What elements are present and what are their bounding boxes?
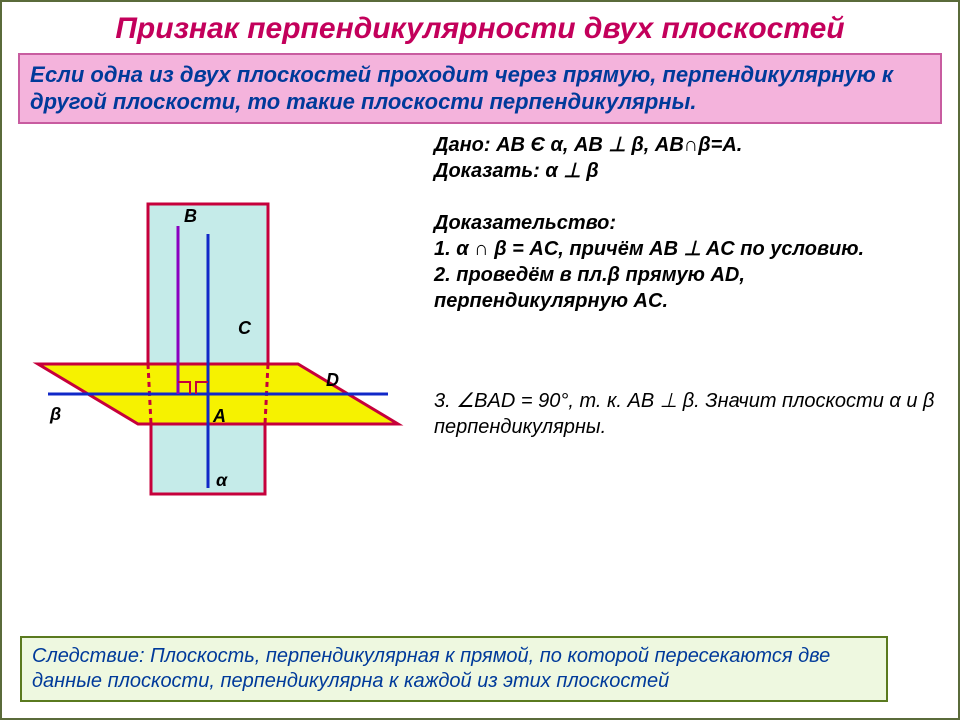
given-line-2: Доказать: α ⊥ β xyxy=(434,158,944,184)
label-beta: β xyxy=(49,404,61,424)
given-block: Дано: AB Є α, AB ⊥ β, AB∩β=A. Доказать: … xyxy=(434,132,944,184)
content-area: A B C D α β Дано: AB Є α, AB ⊥ β, AB∩β=A… xyxy=(2,128,958,518)
slide-title: Признак перпендикулярности двух плоскост… xyxy=(22,12,938,47)
proof-step-1: 1. α ∩ β = AC, причём AB ⊥ AC по условию… xyxy=(434,236,944,262)
proof-block: Доказательство: 1. α ∩ β = AC, причём AB… xyxy=(434,210,944,314)
theorem-box: Если одна из двух плоскостей проходит че… xyxy=(18,53,942,124)
label-C: C xyxy=(238,318,252,338)
corollary-box: Следствие: Плоскость, перпендикулярная к… xyxy=(20,636,888,702)
proof-heading: Доказательство: xyxy=(434,210,944,236)
label-alpha: α xyxy=(216,470,228,490)
given-line-1: Дано: AB Є α, AB ⊥ β, AB∩β=A. xyxy=(434,132,944,158)
label-A: A xyxy=(212,406,226,426)
planes-diagram: A B C D α β xyxy=(8,134,428,514)
label-B: B xyxy=(184,206,197,226)
label-D: D xyxy=(326,370,339,390)
proof-step-3: 3. ∠BAD = 90°, т. к. AB ⊥ β. Значит плос… xyxy=(434,388,944,440)
proof-step-2: 2. проведём в пл.β прямую AD, перпендику… xyxy=(434,262,944,314)
slide: Признак перпендикулярности двух плоскост… xyxy=(0,0,960,720)
